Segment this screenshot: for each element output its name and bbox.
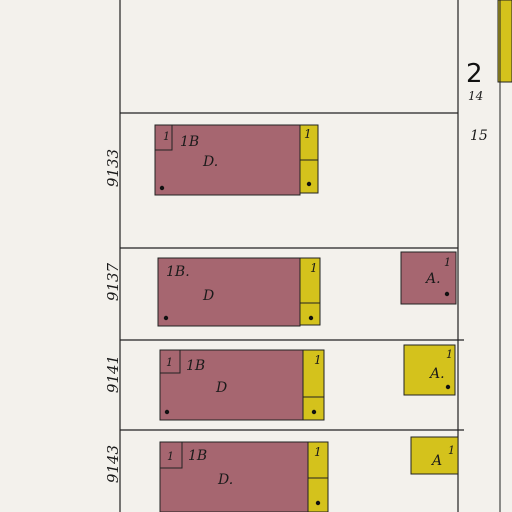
building-label: 1B: [180, 134, 199, 150]
sheet-number: 2: [466, 59, 483, 89]
rear-stories-label: 1: [310, 261, 318, 275]
lot-9143: 9143 1 1B D. 1 A 1: [104, 436, 459, 512]
building-label: 1B: [188, 448, 207, 464]
rear-addition-frame: [299, 124, 319, 194]
porch-outline: [160, 350, 181, 374]
outbuilding-stories-label: 1: [444, 256, 451, 269]
porch-outline: [155, 125, 173, 151]
rear-addition-frame: [302, 349, 325, 421]
outbuilding-stories-label: 1: [446, 348, 453, 361]
lot-9137: 9137 1B. D 1 A. 1: [104, 251, 457, 327]
stories-label: 1: [166, 356, 173, 369]
address-label: 9141: [104, 355, 122, 393]
use-label: D: [215, 380, 227, 396]
building-label: 1B.: [166, 264, 190, 280]
rear-stories-label: 1: [314, 445, 322, 459]
address-label: 9137: [104, 262, 122, 301]
outbuilding-stories-label: 1: [448, 444, 455, 457]
dot-marker: [311, 409, 317, 415]
stories-label: 1: [167, 450, 174, 463]
use-label: D: [202, 288, 214, 304]
use-label: D.: [202, 154, 218, 170]
rear-stories-label: 1: [314, 353, 322, 367]
dot-marker: [163, 315, 169, 321]
dot-marker: [306, 181, 312, 187]
outbuilding-frame: [410, 436, 459, 475]
outbuilding-use-label: A: [430, 453, 442, 469]
lot-9141: 9141 1 1B D 1 A. 1: [104, 344, 456, 421]
adjacent-block: 2 14 15: [466, 0, 512, 512]
lot-9133: 9133 1 1B D. 1: [104, 124, 319, 196]
dot-marker: [164, 409, 170, 415]
rear-stories-label: 1: [304, 127, 312, 141]
block-lines: [119, 0, 464, 512]
dot-marker: [308, 315, 314, 321]
outbuilding-use-label: A.: [424, 271, 441, 287]
porch-outline: [160, 442, 183, 469]
address-label: 9133: [104, 149, 122, 187]
dot-marker: [444, 291, 450, 297]
outbuilding-use-label: A.: [428, 366, 445, 382]
use-label: D.: [217, 472, 233, 488]
dwelling-brick: [159, 441, 309, 512]
dwelling-brick: [154, 124, 301, 196]
lot-number-label: 15: [470, 128, 488, 144]
sheet-subnumber: 14: [468, 89, 483, 103]
building-label: 1B: [186, 358, 205, 374]
dwelling-brick: [159, 349, 304, 421]
adjacent-frame-building: [497, 0, 512, 83]
dot-marker: [159, 185, 165, 191]
dwelling-brick: [157, 257, 301, 327]
address-label: 9143: [104, 445, 122, 483]
stories-label: 1: [163, 130, 170, 143]
dot-marker: [315, 500, 321, 506]
rear-addition-frame: [307, 441, 329, 512]
rear-addition-frame: [299, 257, 321, 326]
dot-marker: [445, 384, 451, 390]
